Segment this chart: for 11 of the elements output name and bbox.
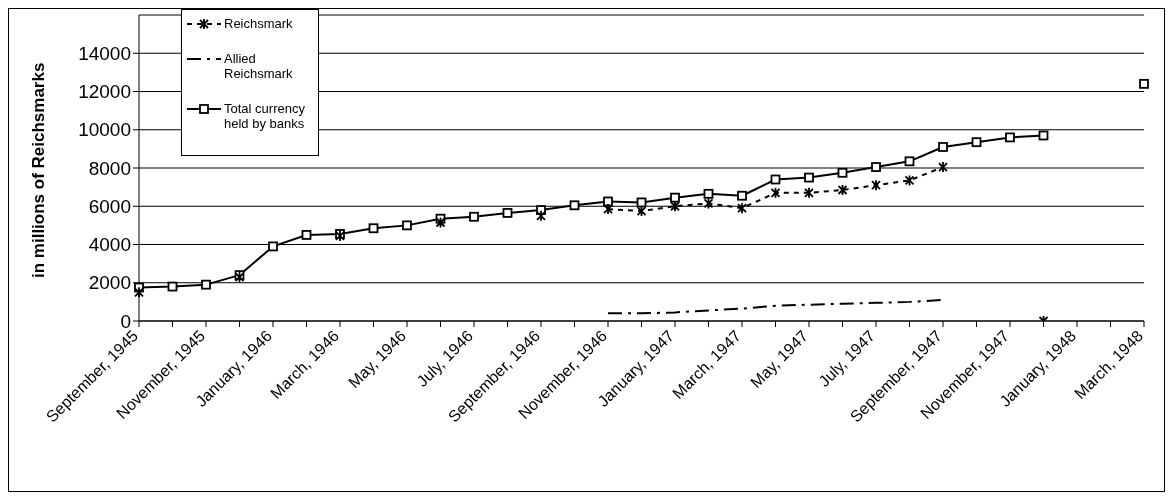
y-tick-label: 14000 [78,42,131,64]
legend-label: Total currency held by banks [224,101,306,131]
y-tick-label: 8000 [88,157,131,179]
y-tick-label: 10000 [78,119,131,141]
y-tick-label: 4000 [88,234,131,256]
y-axis-title: in millions of Reichsmarks [29,62,49,278]
legend-label: Reichsmark [224,16,294,31]
y-tick-label: 6000 [88,195,131,217]
y-tick-label: 12000 [78,81,131,103]
legend-label: Allied Reichsmark [224,51,294,81]
y-tick-label: 2000 [88,272,131,294]
